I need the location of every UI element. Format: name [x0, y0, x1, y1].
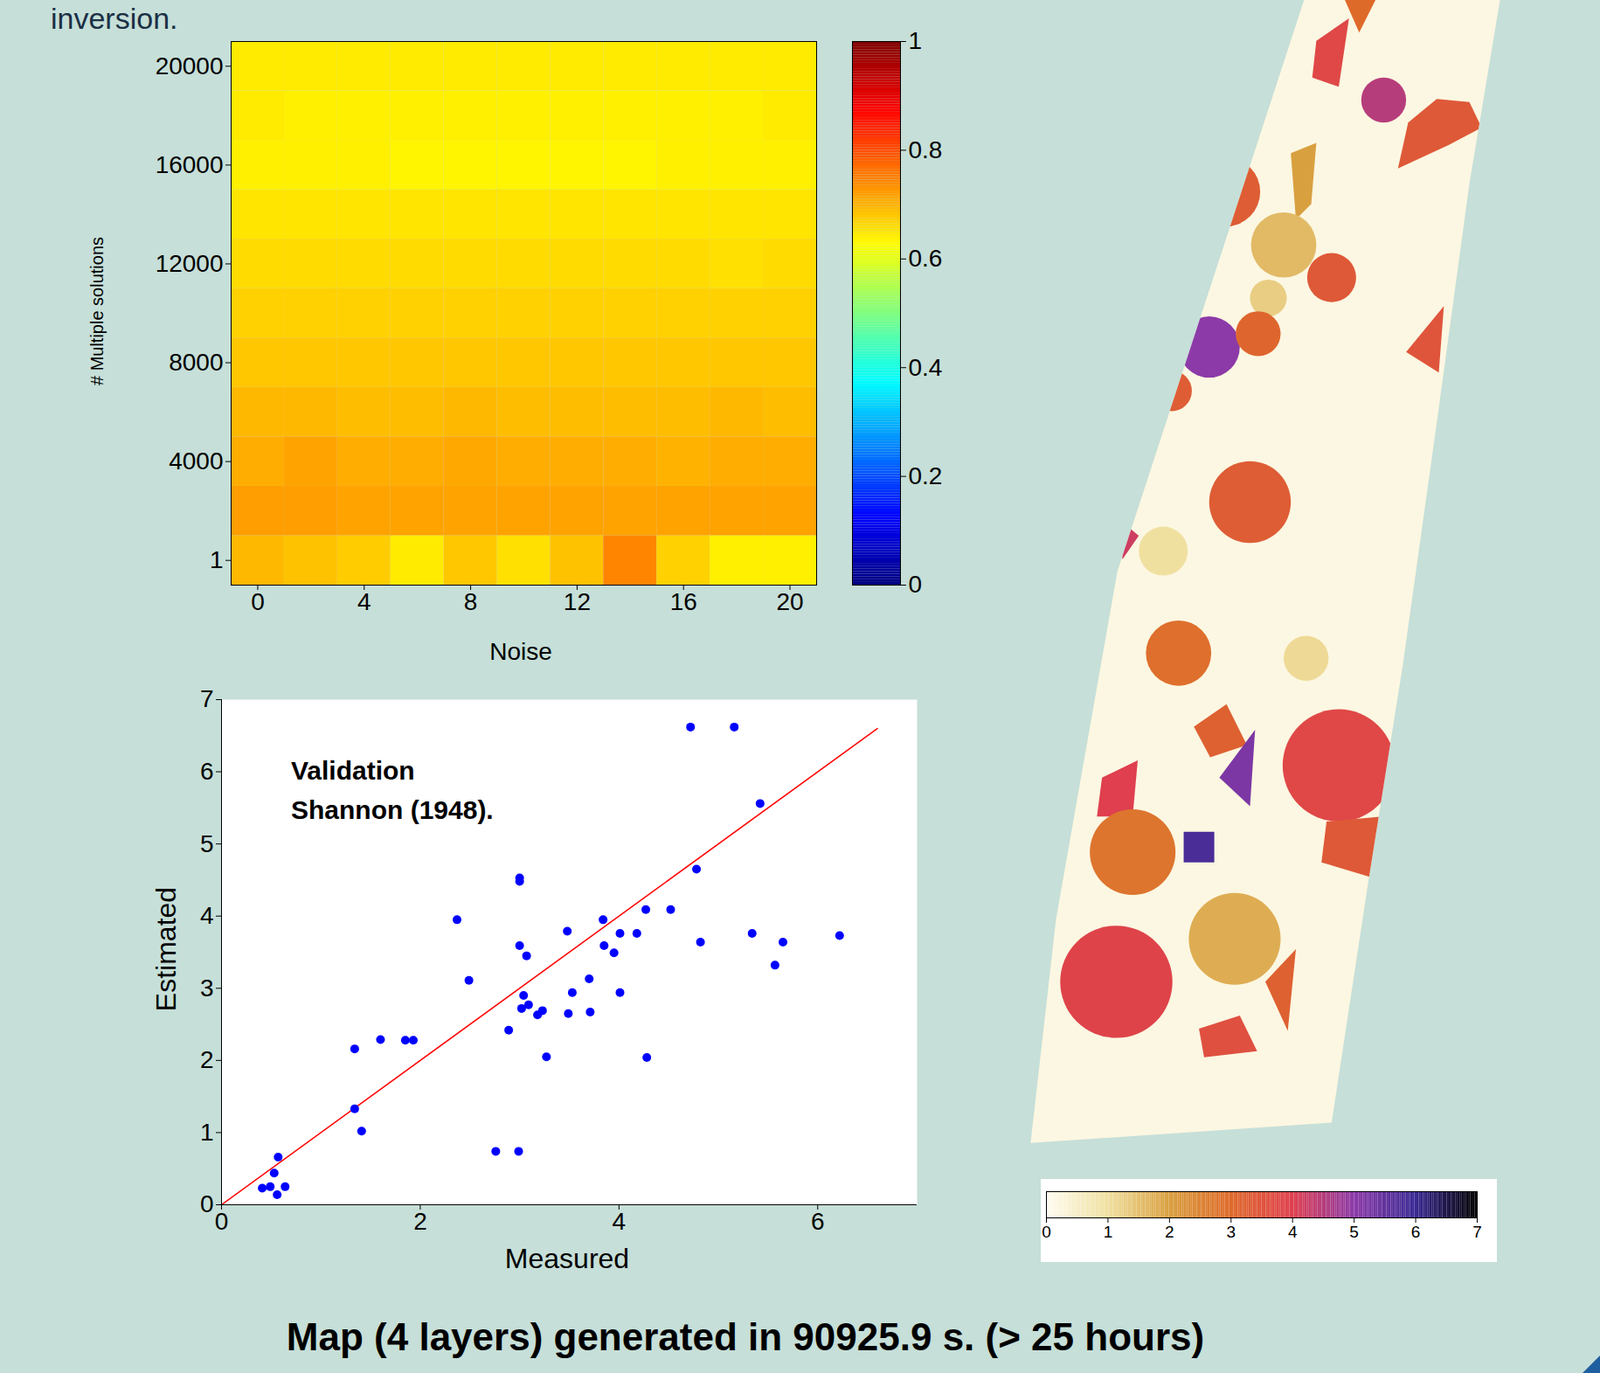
svg-text:8: 8 — [464, 588, 478, 616]
svg-text:0.4: 0.4 — [908, 353, 943, 381]
svg-text:0: 0 — [908, 570, 923, 598]
html-text:Estimated: Estimated — [149, 886, 182, 1012]
html-text:inversion.: inversion. — [50, 1, 178, 35]
svg-text:20: 20 — [775, 588, 804, 616]
svg-text:8000: 8000 — [168, 348, 223, 376]
svg-text:6: 6 — [810, 1207, 825, 1235]
svg-text:6: 6 — [200, 757, 215, 785]
svg-text:12: 12 — [563, 588, 591, 616]
svg-text:4: 4 — [200, 901, 215, 929]
svg-text:0: 0 — [250, 588, 265, 616]
svg-text:5: 5 — [200, 830, 215, 858]
svg-text:0: 0 — [200, 1190, 215, 1218]
svg-text:1: 1 — [908, 27, 923, 55]
html-text:Validation: Validation — [290, 755, 415, 785]
html-text:Map (4 layers) generated in 90: Map (4 layers) generated in 90925.9 s. (… — [286, 1315, 1205, 1358]
svg-text:20000: 20000 — [155, 52, 224, 80]
svg-text:0.2: 0.2 — [908, 462, 943, 490]
svg-text:4: 4 — [612, 1207, 627, 1235]
svg-text:2: 2 — [200, 1045, 215, 1074]
svg-text:0: 0 — [214, 1207, 229, 1235]
svg-text:4: 4 — [357, 588, 372, 616]
svg-text:16: 16 — [670, 588, 698, 616]
svg-text:0: 0 — [1041, 1222, 1052, 1241]
svg-text:0.6: 0.6 — [908, 244, 943, 272]
svg-text:16000: 16000 — [155, 151, 224, 179]
svg-text:1: 1 — [1103, 1222, 1114, 1241]
svg-text:2: 2 — [1164, 1222, 1175, 1241]
svg-text:7: 7 — [1472, 1222, 1483, 1241]
svg-text:3: 3 — [200, 974, 215, 1002]
html-text:Measured: Measured — [504, 1242, 630, 1274]
svg-text:3: 3 — [1225, 1222, 1236, 1241]
svg-text:5: 5 — [1349, 1222, 1359, 1241]
html-text:# Multiple solutions: # Multiple solutions — [86, 236, 107, 386]
svg-text:4000: 4000 — [168, 447, 223, 475]
svg-text:7: 7 — [200, 685, 215, 713]
svg-text:2: 2 — [413, 1207, 428, 1235]
html-text:Shannon (1948).: Shannon (1948). — [290, 795, 494, 825]
svg-text:6: 6 — [1411, 1222, 1421, 1241]
svg-text:0.8: 0.8 — [908, 136, 943, 164]
svg-text:1: 1 — [200, 1118, 215, 1146]
svg-text:1: 1 — [209, 546, 224, 574]
svg-text:12000: 12000 — [155, 249, 224, 278]
svg-text:4: 4 — [1288, 1222, 1298, 1241]
html-text:Noise: Noise — [489, 637, 553, 665]
